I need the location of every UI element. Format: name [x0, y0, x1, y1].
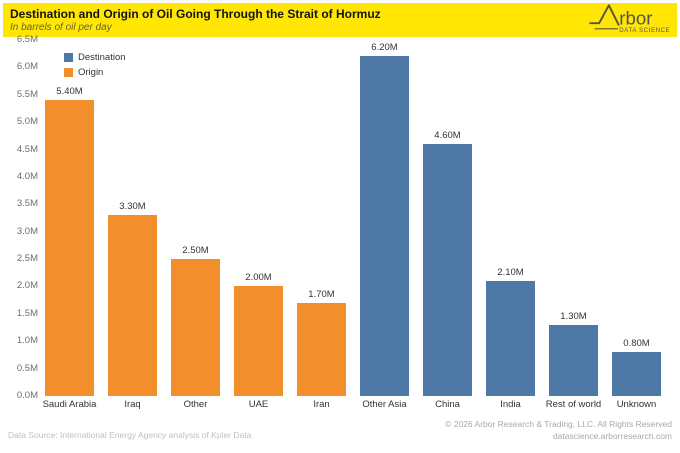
bar-origin[interactable] [45, 100, 94, 396]
bar-destination[interactable] [612, 352, 661, 396]
y-tick-label: 4.5M [16, 143, 38, 155]
bar-destination[interactable] [486, 281, 535, 396]
y-tick-label: 1.0M [16, 335, 38, 347]
bar-value-label: 5.40M [56, 86, 83, 98]
legend-swatch-icon [64, 53, 73, 62]
bar-value-label: 2.00M [245, 272, 272, 284]
data-source-note: Data Source: International Energy Agency… [8, 430, 252, 440]
bar-column: 2.10M [479, 40, 542, 396]
x-axis-label: Iraq [124, 399, 141, 410]
bar-value-label: 2.10M [497, 267, 524, 278]
y-tick-label: 6.0M [16, 61, 38, 73]
bar-column: 5.40M [38, 40, 101, 396]
bar-origin[interactable] [108, 215, 157, 396]
y-tick-label: 6.5M [16, 34, 38, 45]
y-tick-label: 3.0M [16, 225, 38, 237]
svg-text:DATA SCIENCE: DATA SCIENCE [619, 27, 670, 34]
legend: Destination Origin [64, 52, 126, 82]
bar-column: 6.20M [353, 40, 416, 396]
bar-column: 1.70M [290, 40, 353, 396]
website-text: datascience.arborresearch.com [552, 431, 672, 441]
y-tick-label: 0.5M [16, 362, 38, 374]
bar-value-label: 4.60M [434, 130, 461, 142]
x-axis-label: Saudi Arabia [42, 399, 97, 410]
legend-swatch-icon [64, 68, 73, 77]
bar-value-label: 2.50M [182, 245, 209, 257]
y-tick-label: 3.5M [16, 198, 38, 210]
y-tick-label: 5.0M [16, 116, 38, 128]
legend-label: Destination [78, 52, 126, 63]
bar-value-label: 1.30M [560, 310, 587, 322]
x-axis-label: Rest of world [545, 399, 602, 410]
bar-column: 2.50M [164, 40, 227, 396]
bar-origin[interactable] [234, 286, 283, 396]
bar-value-label: 0.80M [623, 338, 650, 350]
bar-column: 1.30M [542, 40, 605, 396]
page-title: Destination and Origin of Oil Going Thro… [10, 6, 381, 21]
chart: 5.40M 3.30M 2.50M 2.00M 1.70M 6.20M 4.60M 2.10M… [0, 35, 680, 415]
x-axis-label: Other Asia [362, 399, 407, 410]
copyright-text: © 2026 Arbor Research & Trading, LLC. Al… [445, 419, 672, 429]
page-subtitle: In barrels of oil per day [10, 21, 112, 33]
y-tick-label: 4.0M [16, 170, 38, 182]
x-axis-label: Other [183, 399, 208, 410]
x-axis-label: Iran [313, 399, 330, 410]
footer-copyright-block: © 2026 Arbor Research & Trading, LLC. Al… [445, 418, 672, 442]
bar-destination[interactable] [423, 144, 472, 396]
svg-text:rbor: rbor [619, 7, 652, 28]
bar-value-label: 1.70M [308, 288, 335, 300]
x-axis-label: UAE [248, 399, 269, 410]
bar-origin[interactable] [171, 259, 220, 396]
header-titles: Destination and Origin of Oil Going Thro… [10, 6, 381, 33]
bar-origin[interactable] [297, 302, 346, 396]
header-banner: Destination and Origin of Oil Going Thro… [3, 3, 677, 37]
bar-column: 3.30M [101, 40, 164, 396]
bar-column: 2.00M [227, 40, 290, 396]
y-tick-label: 2.0M [16, 280, 38, 292]
bar-destination[interactable] [549, 324, 598, 396]
x-axis: Saudi Arabia Iraq Other UAE Iran Other Asia Ch… [38, 399, 668, 410]
bar-value-label: 3.30M [119, 201, 146, 213]
bar-value-label: 6.20M [371, 42, 398, 54]
x-axis-label: China [435, 399, 460, 410]
x-axis-label: India [500, 399, 521, 410]
y-tick-label: 1.5M [16, 307, 38, 319]
arbor-logo-icon: rbor DATA SCIENCE [589, 3, 670, 34]
y-tick-label: 5.5M [16, 88, 38, 100]
legend-item-destination[interactable]: Destination [64, 52, 126, 63]
bar-column: 0.80M [605, 40, 668, 396]
legend-item-origin[interactable]: Origin [64, 67, 126, 78]
plot-area: 5.40M 3.30M 2.50M 2.00M 1.70M 6.20M 4.60M 2.10M… [38, 40, 668, 396]
y-tick-label: 2.5M [16, 253, 38, 265]
x-axis-label: Unknown [616, 399, 657, 410]
legend-label: Origin [78, 67, 104, 78]
arbor-logo: rbor DATA SCIENCE [588, 2, 670, 39]
y-tick-label: 0.0M [16, 390, 38, 401]
bar-destination[interactable] [360, 56, 409, 396]
bar-column: 4.60M [416, 40, 479, 396]
